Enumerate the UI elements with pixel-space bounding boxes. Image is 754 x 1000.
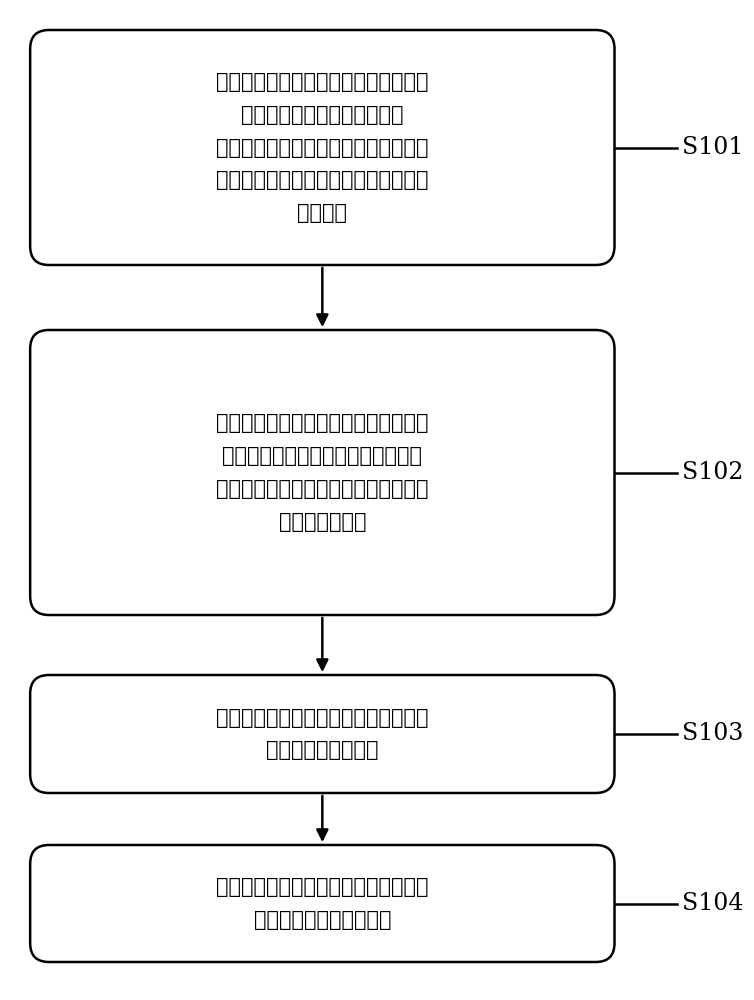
FancyBboxPatch shape	[30, 330, 615, 615]
FancyBboxPatch shape	[30, 845, 615, 962]
FancyBboxPatch shape	[30, 675, 615, 793]
Text: 确定一矫治阶段区分点，其中所述第一
矫治阶段位于所述矫治阶段区分点之
前，而所述第二矫治阶段位于所述矫治
阶段区分点之后: 确定一矫治阶段区分点，其中所述第一 矫治阶段位于所述矫治阶段区分点之 前，而所述…	[216, 413, 428, 532]
FancyBboxPatch shape	[30, 30, 615, 265]
Text: 获取包括代表第一矫治阶段的牙齿矫治
状态的第一牙齿数字数据模型
以及代表第二矫治阶段的牙齿矫治状态
的第二牙齿数字数据模型的一系列数字
数据模型: 获取包括代表第一矫治阶段的牙齿矫治 状态的第一牙齿数字数据模型 以及代表第二矫治…	[216, 72, 428, 223]
Text: 根据一系列牙齿数字数据模型制造一系
列牙齿矫治器的阳模: 根据一系列牙齿数字数据模型制造一系 列牙齿矫治器的阳模	[216, 708, 428, 760]
Text: S101: S101	[682, 136, 744, 159]
Text: S104: S104	[682, 892, 744, 915]
Text: S102: S102	[682, 461, 744, 484]
Text: S103: S103	[682, 722, 743, 746]
Text: 基于所述一系列牙齿矫治器的阳模制造
对应的一系列牙齿矫治器: 基于所述一系列牙齿矫治器的阳模制造 对应的一系列牙齿矫治器	[216, 877, 428, 930]
